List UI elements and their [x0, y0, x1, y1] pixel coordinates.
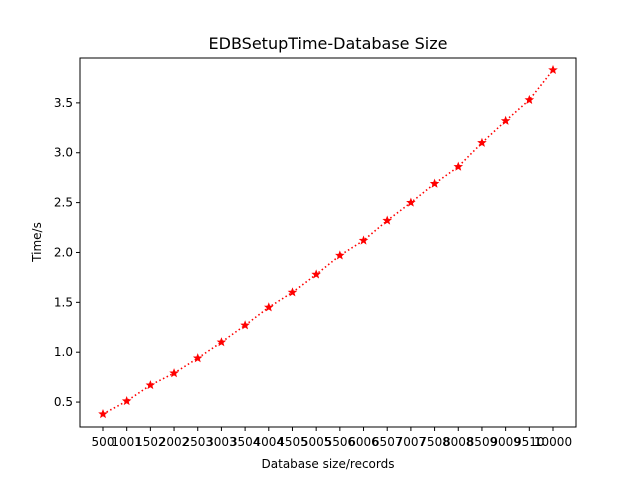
- y-axis: 0.5 1.0 1.5 2.0 2.5 3.0 3.5: [54, 96, 80, 409]
- y-tick-label: 2.0: [54, 245, 73, 259]
- x-tick-label: 5506: [325, 435, 356, 449]
- data-point-marker: [358, 235, 369, 245]
- data-point-marker: [382, 215, 392, 225]
- data-point-marker: [98, 409, 108, 419]
- y-axis-label: Time/s: [30, 222, 44, 263]
- x-tick-label: 9510: [514, 435, 545, 449]
- x-tick-label: 4004: [254, 435, 285, 449]
- x-tick-label: 7007: [396, 435, 427, 449]
- x-tick-label: 5005: [301, 435, 332, 449]
- data-point-marker: [406, 197, 416, 207]
- x-tick-label: 3003: [206, 435, 237, 449]
- y-tick-label: 2.5: [54, 196, 73, 210]
- data-point-marker: [240, 320, 250, 330]
- data-point-marker: [453, 161, 464, 171]
- data-point-marker: [121, 396, 132, 406]
- x-tick-label: 2002: [159, 435, 190, 449]
- series-line: [102, 69, 554, 415]
- data-point-marker: [169, 368, 179, 378]
- x-tick-label: 8509: [467, 435, 498, 449]
- y-tick-label: 1.0: [54, 345, 73, 359]
- x-tick-label: 1502: [135, 435, 166, 449]
- data-point-marker: [500, 115, 511, 125]
- y-tick-label: 0.5: [54, 395, 73, 409]
- x-tick-label: 8008: [443, 435, 474, 449]
- x-tick-label: 4505: [277, 435, 308, 449]
- x-tick-label: 2503: [182, 435, 213, 449]
- x-tick-label: 500: [92, 435, 115, 449]
- x-tick-label: 3504: [230, 435, 261, 449]
- data-point-marker: [192, 353, 203, 363]
- x-tick-label: 6507: [372, 435, 403, 449]
- x-tick-label: 1001: [111, 435, 142, 449]
- y-tick-label: 3.5: [54, 96, 73, 110]
- y-tick-label: 1.5: [54, 295, 73, 309]
- x-axis: 5001001150220022503300335044004450550055…: [92, 427, 572, 449]
- data-point-marker: [335, 250, 345, 260]
- chart-title: EDBSetupTime-Database Size: [209, 34, 448, 53]
- data-point-marker: [311, 269, 321, 279]
- data-point-marker: [216, 337, 227, 347]
- data-point-marker: [524, 94, 535, 104]
- data-point-marker: [548, 64, 558, 75]
- x-tick-label: 9009: [490, 435, 521, 449]
- x-tick-label: 6006: [348, 435, 379, 449]
- x-tick-label: 7508: [419, 435, 450, 449]
- data-point-marker: [264, 302, 274, 312]
- plot-area: [79, 57, 577, 428]
- data-point-marker: [145, 380, 156, 390]
- data-point-marker: [287, 287, 298, 297]
- x-tick-label: 10000: [534, 435, 572, 449]
- data-point-marker: [477, 137, 487, 147]
- data-point-marker: [429, 178, 440, 188]
- x-axis-label: Database size/records: [262, 457, 395, 471]
- y-tick-label: 3.0: [54, 146, 73, 160]
- series-markers: [98, 64, 558, 419]
